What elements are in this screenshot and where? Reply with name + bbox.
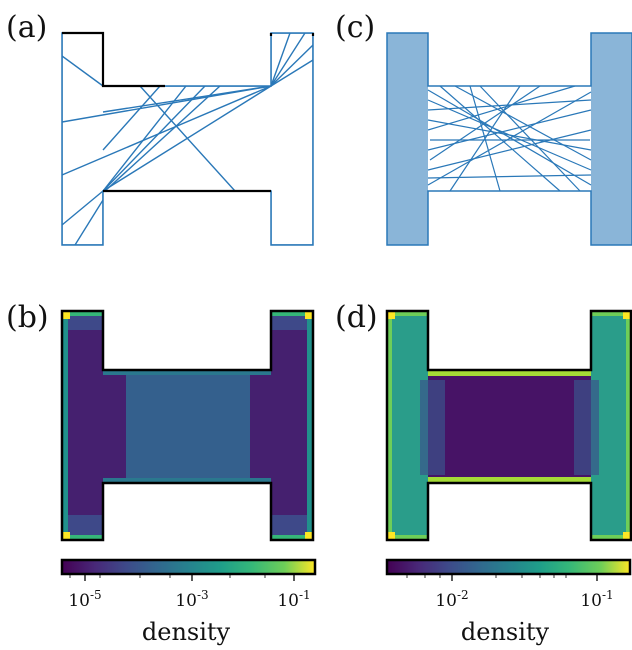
- panel-b-heatmap: [60, 309, 315, 542]
- colorbar-b: 10-5 10-3 10-1 density: [60, 558, 317, 646]
- colorbar-d: 10-2 10-1 density: [385, 558, 632, 646]
- panel-label-c: (c): [335, 10, 375, 45]
- colorbar-b-tick-3: 10-1: [277, 588, 310, 611]
- colorbar-d-tick-1: 10-2: [435, 588, 468, 611]
- colorbar-b-tick-1: 10-5: [68, 588, 101, 611]
- colorbar-d-tick-2: 10-1: [580, 588, 613, 611]
- panel-d-heatmap: [385, 309, 632, 542]
- panel-label-b: (b): [6, 300, 49, 335]
- colorbar-b-title: density: [142, 618, 231, 646]
- colorbar-b-tick-2: 10-3: [175, 588, 208, 611]
- panel-label-d: (d): [335, 300, 378, 335]
- panel-label-a: (a): [6, 10, 47, 45]
- panel-c-trajectories: [386, 32, 632, 246]
- panel-a-trajectories: [61, 31, 315, 246]
- colorbar-d-title: density: [461, 618, 550, 646]
